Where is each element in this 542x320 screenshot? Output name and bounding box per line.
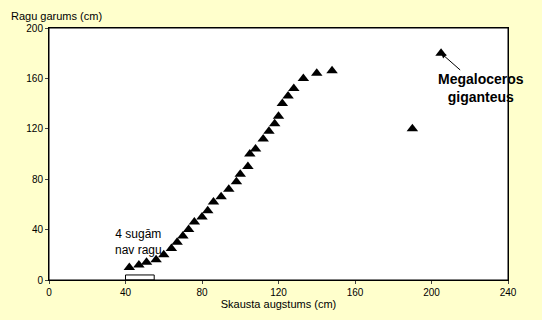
svg-text:120: 120 [26, 123, 43, 134]
svg-text:Ragu garums (cm): Ragu garums (cm) [11, 10, 102, 22]
svg-text:Megalocerosgiganteus: Megalocerosgiganteus [438, 71, 524, 105]
svg-text:120: 120 [270, 287, 287, 298]
svg-text:240: 240 [500, 287, 517, 298]
svg-text:40: 40 [120, 287, 132, 298]
svg-text:160: 160 [347, 287, 364, 298]
svg-text:4 sugāmnav ragu: 4 sugāmnav ragu [115, 227, 162, 257]
svg-text:200: 200 [423, 287, 440, 298]
svg-text:Skausta augstums (cm): Skausta augstums (cm) [221, 298, 337, 310]
svg-text:80: 80 [196, 287, 208, 298]
svg-text:200: 200 [26, 23, 43, 34]
svg-text:40: 40 [32, 224, 44, 235]
svg-text:0: 0 [46, 287, 52, 298]
svg-text:160: 160 [26, 73, 43, 84]
svg-text:0: 0 [37, 275, 43, 286]
svg-text:80: 80 [32, 174, 44, 185]
